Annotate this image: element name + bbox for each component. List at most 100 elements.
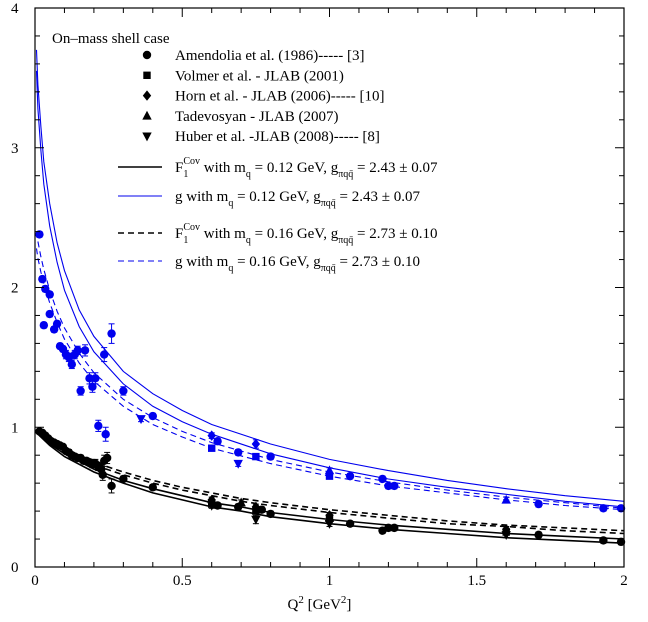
data-point-blue-68 [76,386,85,396]
marker-diamond [207,430,216,441]
legend-curve-label: F1 Cov with mq = 0.16 GeV, gπqq̄ = 2.73 ±… [175,222,437,246]
x-tick-label: 0.5 [173,573,192,589]
legend-m-sub: q [246,169,251,180]
legend-m-sub: q [228,198,233,209]
marker-circle [390,523,399,533]
marker-circle [345,471,355,481]
y-tick-label: 3 [11,141,19,157]
curve-g-blue-dashed-a [35,231,624,509]
marker-triangle-up [501,494,511,504]
data-point-blue-77 [119,386,128,396]
data-point-black-26 [148,483,157,492]
marker-circle [76,386,85,396]
marker-circle [80,346,90,355]
data-point-blue-81 [207,430,216,441]
marker-triangle-up [324,512,335,522]
marker-circle [35,230,44,239]
data-point-black-24 [98,468,107,481]
x-tick-label: 1 [326,573,334,589]
data-point-black-41 [119,474,128,484]
data-point-blue-85 [251,438,261,450]
y-tick-label: 1 [11,420,19,436]
legend-f-main: F [175,226,183,242]
marker-circle [98,470,107,479]
marker-circle [73,346,82,355]
data-point-black-25 [107,478,116,494]
marker-circle [384,523,393,533]
legend: On–mass shell case Amendolia et al. (198… [52,31,438,274]
marker-square [252,452,260,461]
data-point-blue-75 [101,426,110,442]
data-point-blue-56 [39,321,49,330]
marker-triangle-down [136,415,146,425]
legend-curve-label: F1 Cov with mq = 0.12 GeV, gπqq̄ = 2.43 ±… [175,156,438,180]
marker-diamond [502,524,511,535]
legend-f-sup: Cov [183,156,200,167]
legend-label: Tadevosyan - JLAB (2007) [175,109,339,125]
data-point-blue-79 [136,415,146,425]
legend-marker-triangle-down [142,132,152,142]
marker-square [325,472,334,480]
marker-circle [39,321,49,330]
legend-f-main: g [175,189,183,205]
legend-marker-diamond [142,90,152,101]
marker-circle [148,411,157,421]
marker-triangle-down [324,519,335,529]
data-point-blue-82 [213,437,222,446]
legend-curve-label: g with mq = 0.16 GeV, gπqq̄ = 2.73 ± 0.1… [175,254,420,274]
data-point-blue-93 [390,481,399,491]
data-point-blue-96 [599,504,608,513]
x-tick-label: 1.5 [467,573,486,589]
data-point-blue-72 [91,372,100,385]
marker-circle [85,374,94,383]
chart-title: On–mass shell case [52,31,170,47]
marker-circle [45,290,54,299]
points-layer [35,230,626,547]
x-axis-label-unit-sup: 2 [341,594,347,606]
x-tick-label: 0 [31,573,39,589]
marker-circle [266,509,275,519]
data-point-black-42 [213,501,222,510]
legend-curve-label: g with mq = 0.12 GeV, gπqq̄ = 2.43 ± 0.0… [175,189,420,209]
legend-g-sub: πqq̄ [321,198,336,209]
data-point-blue-86 [252,452,260,461]
legend-label: Amendolia et al. (1986)----- [3] [175,48,365,64]
data-point-blue-57 [45,290,54,299]
curve-F1-black-solid-a [35,430,624,544]
legend-text-with: with m [183,254,229,270]
legend-f-main: g [175,254,183,270]
y-tick-label: 2 [11,281,19,297]
data-point-blue-91 [378,474,387,484]
marker-triangle-down [501,531,511,541]
marker-circle [390,481,399,491]
marker-circle [616,537,626,547]
marker-triangle-down [251,515,261,525]
legend-f-sup: Cov [183,222,200,233]
marker-circle [107,481,116,491]
marker-circle [67,360,77,369]
data-point-blue-83 [234,448,243,457]
x-axis-label-main: Q [288,597,299,613]
marker-circle [213,501,222,510]
legend-text-with: with m [200,226,246,242]
marker-circle [345,519,355,528]
marker-circle [148,483,157,492]
data-point-blue-74 [100,347,109,363]
marker-circle [101,430,110,439]
legend-f-main: F [175,160,183,176]
marker-square [208,444,216,452]
legend-g-sub: πqq̄ [321,263,336,274]
curve-g-blue-solid-b [35,70,624,508]
marker-circle [378,474,387,484]
legend-f-sub: 1 [183,169,188,180]
legend-text-end: = 2.73 ± 0.10 [336,254,420,270]
marker-diamond [251,438,261,450]
legend-text-mid: = 0.16 GeV, g [233,254,321,270]
data-point-blue-69 [80,344,90,357]
legend-text-end: = 2.43 ± 0.07 [336,189,421,205]
marker-triangle-down [233,459,243,469]
data-point-black-39 [324,519,335,529]
data-point-blue-58 [45,309,54,319]
